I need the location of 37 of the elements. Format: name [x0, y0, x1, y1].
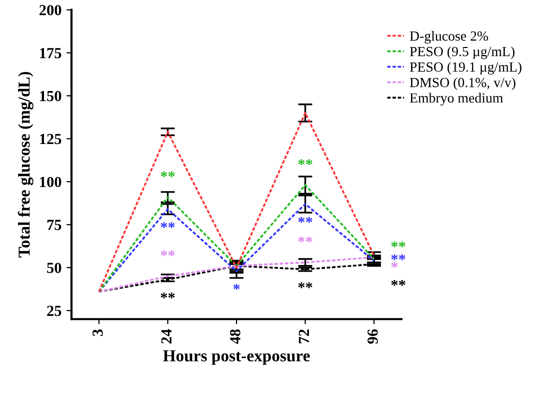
x-axis-title: Hours post-exposure [163, 350, 310, 365]
data-label: ** [298, 217, 312, 223]
x-tick-label: 3 [92, 329, 103, 336]
data-label: ** [160, 222, 175, 228]
x-tick-label: 48 [230, 329, 240, 344]
line-series [98, 112, 375, 293]
y-tick-label: 175 [40, 48, 62, 58]
y-tick-label: 200 [40, 4, 62, 16]
legend-label: PESO (19.1 µg/mL) [410, 62, 522, 75]
legend-label: Embryo medium [410, 92, 503, 106]
data-label: * [233, 284, 240, 290]
data-label: ** [298, 282, 312, 288]
x-tick-label: 24 [161, 329, 172, 344]
data-label: ** [391, 254, 406, 260]
y-tick-label: 75 [47, 220, 62, 230]
y-tick-label: 50 [47, 262, 62, 274]
line-series [98, 184, 375, 293]
legend-label: PESO (9.5 µg/mL) [410, 46, 514, 60]
data-label: * [391, 262, 398, 268]
line-series [98, 203, 375, 293]
y-tick-label: 25 [47, 306, 62, 316]
legend-label: DMSO (0.1%, v/v) [410, 77, 516, 90]
x-tick-label: 96 [368, 329, 378, 344]
data-label: ** [298, 159, 312, 166]
data-label: ** [160, 250, 175, 256]
data-label: ** [391, 280, 406, 286]
data-label: ** [160, 292, 175, 298]
y-tick-label: 125 [40, 134, 62, 144]
line-series [98, 256, 375, 293]
data-label: ** [298, 236, 312, 242]
x-tick-label: 72 [298, 330, 309, 344]
y-tick-label: 150 [40, 90, 62, 102]
y-axis-title: Total free glucose (mg/dL) [18, 72, 34, 258]
y-tick-label: 100 [40, 176, 62, 188]
data-label: ** [160, 171, 175, 178]
legend-label: D-glucose 2% [410, 30, 488, 44]
data-label: ** [391, 241, 406, 248]
